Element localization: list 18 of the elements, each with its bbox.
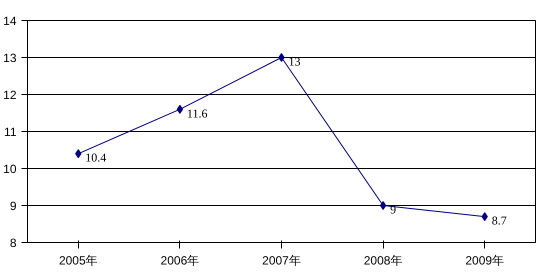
x-tick-label: 2009年 bbox=[465, 254, 504, 268]
point bbox=[176, 104, 184, 114]
y-tick-label: 8 bbox=[10, 236, 17, 250]
x-tick-label: 2006年 bbox=[160, 254, 200, 268]
y-tick-label: 10 bbox=[3, 162, 17, 176]
data-label: 10.4 bbox=[85, 150, 106, 165]
y-tick-label: 12 bbox=[3, 88, 17, 102]
y-tick-label: 9 bbox=[10, 199, 17, 213]
y-tick-label: 13 bbox=[3, 51, 17, 65]
point bbox=[278, 53, 285, 62]
x-tick-label: 2005年 bbox=[58, 254, 98, 268]
x-tick-label: 2008年 bbox=[364, 254, 402, 268]
data-label: 11.6 bbox=[186, 106, 208, 120]
y-tick-label: 11 bbox=[4, 125, 17, 139]
x-tick-label: 2007年 bbox=[262, 254, 301, 268]
data-label: 8.7 bbox=[492, 214, 507, 228]
y-tick-label: 14 bbox=[3, 14, 17, 28]
point bbox=[380, 201, 386, 210]
